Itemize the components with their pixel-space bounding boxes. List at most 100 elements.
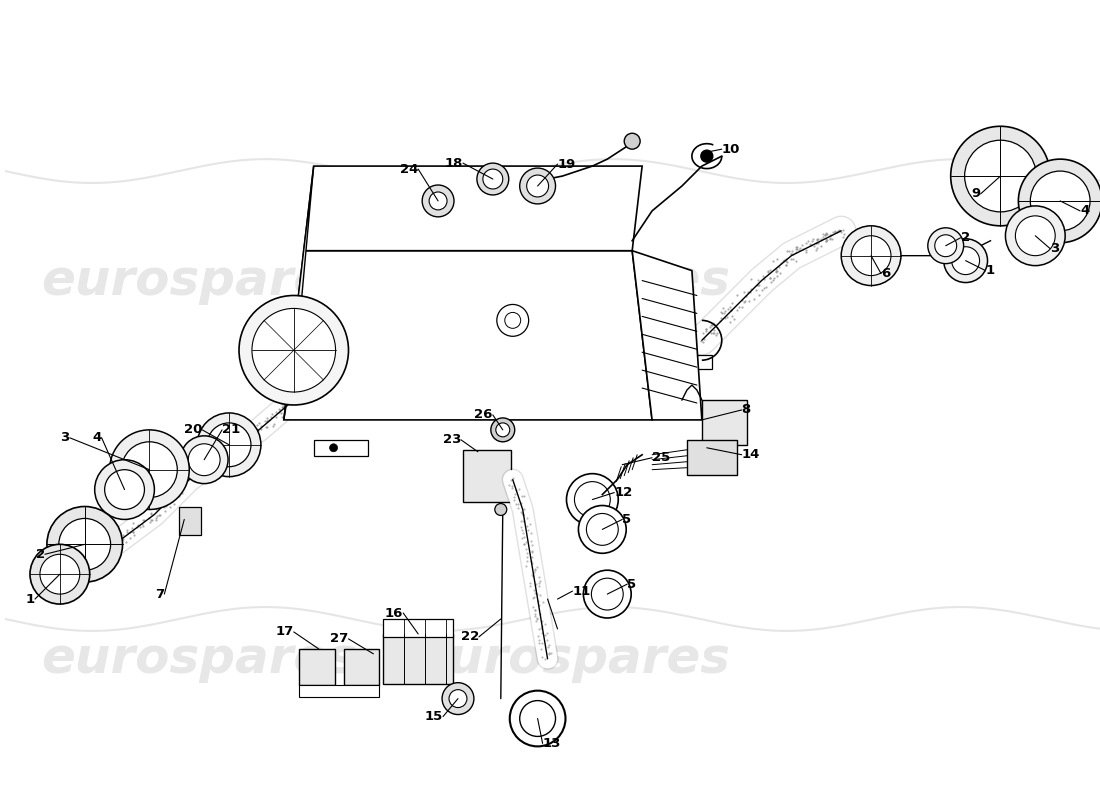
Circle shape	[935, 234, 957, 257]
Polygon shape	[632, 250, 702, 420]
Circle shape	[497, 305, 529, 336]
Circle shape	[104, 470, 144, 510]
Text: 12: 12	[614, 486, 632, 499]
Text: 5: 5	[627, 578, 636, 590]
Polygon shape	[284, 250, 652, 420]
Circle shape	[519, 701, 556, 737]
Circle shape	[477, 163, 509, 195]
Circle shape	[574, 482, 611, 518]
Circle shape	[1015, 216, 1055, 256]
Text: 15: 15	[425, 710, 443, 723]
Text: 17: 17	[275, 626, 294, 638]
Text: 1: 1	[986, 264, 994, 277]
Text: 9: 9	[971, 187, 980, 201]
Circle shape	[944, 238, 988, 282]
Bar	[299, 685, 380, 697]
Bar	[463, 450, 510, 502]
Circle shape	[1005, 206, 1065, 266]
Circle shape	[927, 228, 964, 264]
Circle shape	[1019, 159, 1100, 242]
Polygon shape	[304, 166, 642, 250]
Circle shape	[624, 134, 640, 149]
Text: 27: 27	[330, 632, 349, 646]
Circle shape	[449, 690, 466, 707]
Text: eurospares: eurospares	[415, 634, 730, 682]
Circle shape	[207, 423, 251, 466]
Text: 2: 2	[36, 548, 45, 561]
Text: 21: 21	[222, 423, 240, 436]
Text: 20: 20	[184, 423, 202, 436]
Circle shape	[586, 514, 618, 546]
Circle shape	[965, 140, 1036, 212]
Circle shape	[483, 169, 503, 189]
Bar	[383, 619, 453, 637]
Text: 3: 3	[1050, 242, 1059, 255]
Circle shape	[701, 150, 713, 162]
Text: 4: 4	[92, 431, 101, 444]
Circle shape	[188, 444, 220, 476]
Text: 13: 13	[542, 737, 561, 750]
Text: 23: 23	[442, 434, 461, 446]
Circle shape	[95, 460, 154, 519]
Text: 16: 16	[385, 606, 404, 619]
Bar	[314, 440, 369, 456]
Text: 14: 14	[741, 448, 760, 462]
Bar	[343, 176, 542, 226]
Circle shape	[122, 442, 177, 498]
Circle shape	[950, 126, 1050, 226]
Text: 25: 25	[652, 451, 670, 464]
Circle shape	[519, 168, 556, 204]
Bar	[343, 649, 379, 685]
Polygon shape	[284, 166, 314, 420]
Circle shape	[239, 295, 349, 405]
Text: 10: 10	[722, 142, 740, 156]
Text: eurospares: eurospares	[41, 634, 358, 682]
Circle shape	[429, 192, 447, 210]
Text: 3: 3	[60, 431, 69, 444]
Bar	[686, 440, 737, 474]
Bar	[343, 281, 562, 360]
Circle shape	[422, 185, 454, 217]
Bar	[299, 649, 334, 685]
Circle shape	[583, 570, 631, 618]
Circle shape	[505, 313, 520, 328]
Circle shape	[491, 418, 515, 442]
Circle shape	[30, 544, 90, 604]
Circle shape	[851, 236, 891, 275]
Circle shape	[197, 413, 261, 477]
Text: 7: 7	[155, 587, 164, 601]
Circle shape	[442, 682, 474, 714]
Circle shape	[509, 690, 565, 746]
Circle shape	[566, 474, 618, 526]
Circle shape	[842, 226, 901, 286]
Circle shape	[47, 506, 122, 582]
Circle shape	[58, 518, 111, 570]
Bar	[692, 355, 712, 369]
Text: 19: 19	[558, 158, 575, 170]
Circle shape	[180, 436, 228, 484]
Circle shape	[952, 246, 980, 274]
Circle shape	[527, 175, 549, 197]
Text: eurospares: eurospares	[41, 257, 358, 305]
Text: 1: 1	[25, 593, 35, 606]
Text: 26: 26	[474, 409, 493, 422]
Bar	[179, 507, 201, 535]
Text: 8: 8	[741, 403, 751, 417]
Text: eurospares: eurospares	[415, 257, 730, 305]
Text: 18: 18	[444, 157, 463, 170]
Text: 6: 6	[881, 267, 890, 280]
Text: 22: 22	[461, 630, 478, 643]
Circle shape	[1031, 171, 1090, 230]
Circle shape	[495, 503, 507, 515]
Circle shape	[40, 554, 80, 594]
Circle shape	[579, 506, 626, 554]
Text: 5: 5	[623, 513, 631, 526]
Bar	[383, 634, 453, 684]
Circle shape	[330, 444, 338, 452]
Circle shape	[252, 309, 336, 392]
Bar	[702, 400, 747, 445]
Text: 2: 2	[960, 231, 970, 244]
Text: 4: 4	[1080, 204, 1089, 218]
Circle shape	[592, 578, 624, 610]
Circle shape	[496, 423, 509, 437]
